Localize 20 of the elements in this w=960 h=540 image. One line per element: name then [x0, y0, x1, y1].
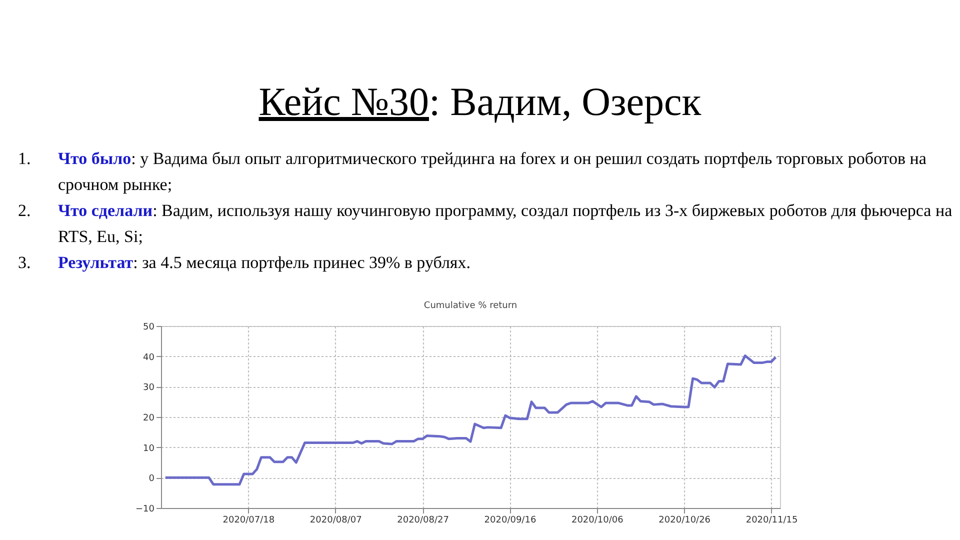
text: 3. Результат: за 4.5 месяца портфель принес 39% в рублях.	[18, 253, 471, 272]
x-tick-label: 2020/08/27	[397, 516, 449, 526]
y-tick-label: 20	[143, 414, 155, 424]
x-tick-label: 2020/10/06	[571, 516, 624, 526]
chart-title: Кейс №30: Вадим, Озерск	[258, 78, 702, 125]
line-series	[164, 354, 777, 486]
x-tick-label: 2020/07/18	[222, 516, 275, 526]
x-tick-label: 2020/08/07	[310, 516, 362, 526]
y-tick-label: 10	[143, 444, 155, 454]
text: 1. Что было: у Вадима был опыт алгоритмического трейдинга на forex и он решил создать портфель торговых роботов на срочном рынке;	[18, 149, 926, 194]
y-tick-label: 30	[143, 383, 155, 394]
y-tick-label: 50	[143, 322, 155, 332]
x-tick-label: 2020/11/15	[746, 516, 798, 526]
x-tick-label: 2020/09/16	[484, 516, 536, 526]
text: 2. Что сделали: Вадим, используя нашу коучинговую программу, создал портфель из 3-х биржевых роботов для фьючерса на RTS, Eu, Si;	[18, 201, 952, 246]
y-tick-label: −10	[136, 504, 155, 514]
y-tick-label: 40	[143, 352, 155, 363]
x-tick-label: 2020/10/26	[658, 516, 711, 526]
chart-subtitle: Cumulative % return	[424, 301, 518, 311]
y-tick-label: 0	[148, 474, 155, 484]
